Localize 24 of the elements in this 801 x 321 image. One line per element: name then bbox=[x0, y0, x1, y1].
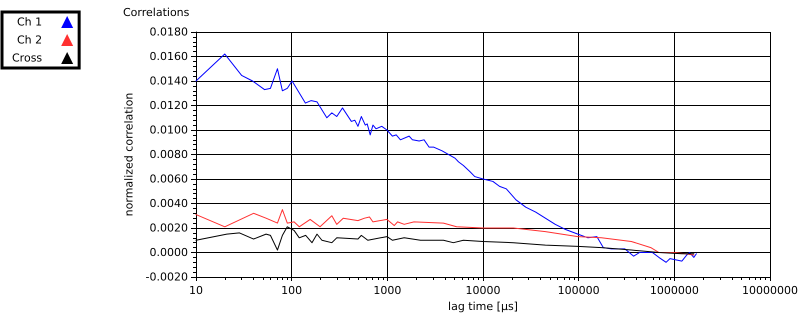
legend-label: Ch 1 bbox=[16, 16, 42, 28]
x-tick-label: 100000 bbox=[558, 284, 600, 297]
y-tick-label: 0.0060 bbox=[150, 172, 188, 186]
y-tick-label: 0.0100 bbox=[150, 124, 188, 136]
y-tick-label: 0.0140 bbox=[150, 74, 188, 88]
x-tick-label: 100 bbox=[281, 284, 302, 297]
y-tick-label: 0.0020 bbox=[150, 222, 188, 234]
y-tick-label: 0.0120 bbox=[150, 99, 188, 112]
y-tick-label: 0.0000 bbox=[150, 246, 188, 259]
chart-title: Correlations bbox=[123, 6, 190, 19]
y-tick-label: 0.0180 bbox=[150, 26, 188, 38]
x-axis-title: lag time [µs] bbox=[448, 300, 518, 313]
y-axis-title: normalized correlation bbox=[122, 92, 136, 216]
x-tick-label: 10000 bbox=[466, 284, 501, 297]
y-tick-label: 0.0160 bbox=[150, 50, 188, 63]
y-tick-label: 0.0080 bbox=[150, 148, 188, 161]
x-tick-label: 10 bbox=[189, 284, 203, 297]
y-tick-label: 0.0040 bbox=[150, 197, 188, 210]
x-tick-label: 10000000 bbox=[742, 284, 798, 297]
x-tick-label: 1000 bbox=[373, 284, 402, 297]
legend-label: Ch 2 bbox=[16, 34, 42, 46]
x-tick-label: 1000000 bbox=[650, 284, 699, 297]
y-tick-label: -0.0020 bbox=[146, 270, 188, 284]
legend-label: Cross bbox=[12, 52, 42, 64]
